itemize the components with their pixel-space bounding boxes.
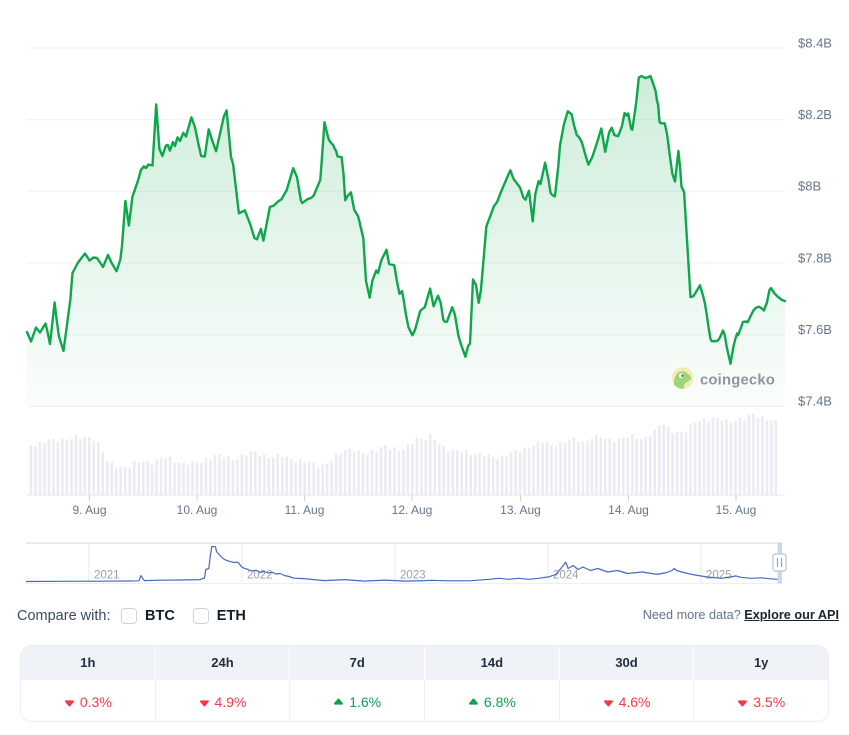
- svg-text:15. Aug: 15. Aug: [716, 503, 757, 517]
- svg-text:$7.8B: $7.8B: [798, 250, 832, 265]
- svg-text:2022: 2022: [247, 570, 273, 582]
- svg-text:2024: 2024: [553, 570, 579, 582]
- svg-text:$8.2B: $8.2B: [798, 107, 832, 122]
- svg-text:9. Aug: 9. Aug: [72, 503, 106, 517]
- svg-text:2025: 2025: [706, 570, 732, 582]
- svg-text:$8.4B: $8.4B: [798, 35, 832, 50]
- svg-text:14. Aug: 14. Aug: [608, 503, 649, 517]
- svg-text:$7.6B: $7.6B: [798, 322, 832, 337]
- svg-text:2023: 2023: [400, 570, 426, 582]
- svg-text:11. Aug: 11. Aug: [285, 503, 325, 517]
- svg-text:2021: 2021: [94, 570, 120, 582]
- svg-text:coingecko: coingecko: [700, 373, 775, 389]
- svg-text:12. Aug: 12. Aug: [392, 503, 433, 517]
- svg-text:13. Aug: 13. Aug: [500, 503, 541, 517]
- svg-text:10. Aug: 10. Aug: [177, 503, 218, 517]
- svg-text:$7.4B: $7.4B: [798, 394, 832, 409]
- svg-text:$8B: $8B: [798, 179, 821, 194]
